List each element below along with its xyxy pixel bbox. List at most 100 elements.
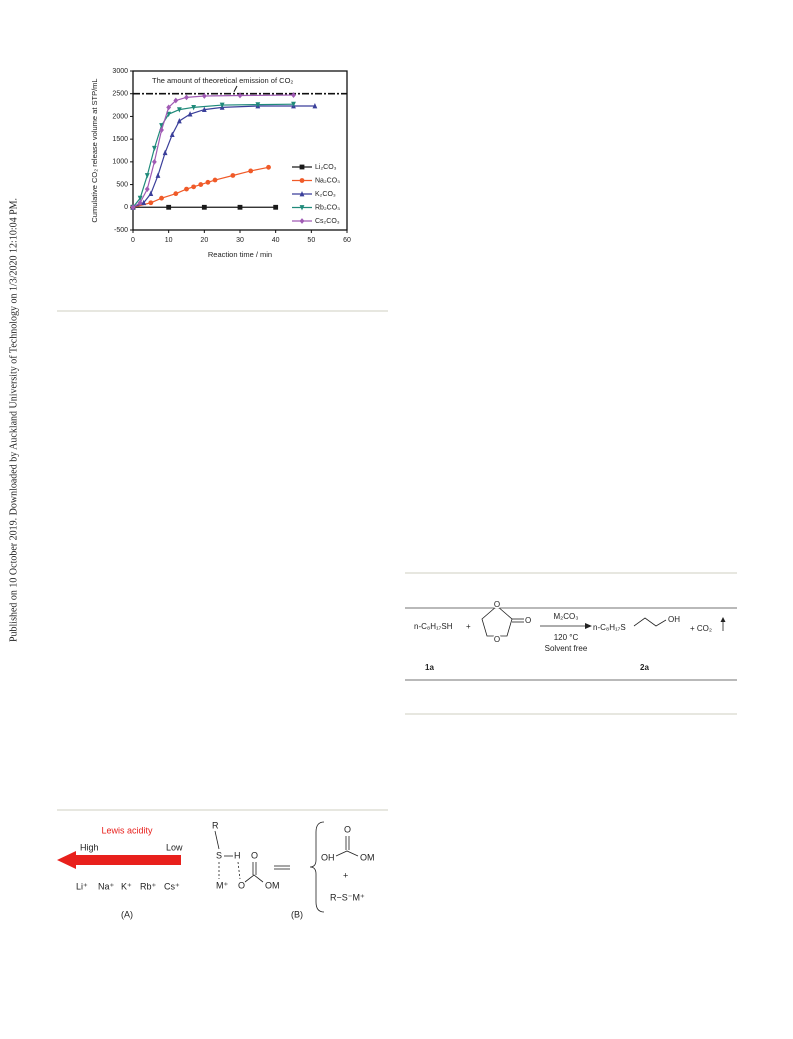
plus: +	[343, 870, 348, 880]
marker	[144, 186, 150, 193]
marker	[184, 94, 189, 101]
product-chain: n-C₈H₁₇S	[593, 623, 626, 632]
ion: Li⁺	[76, 881, 88, 891]
marker	[173, 97, 179, 104]
x-tick-label: 60	[343, 237, 351, 244]
legend-label: K₂CO₃	[315, 191, 336, 198]
compound-label: 2a	[640, 663, 649, 672]
marker	[198, 182, 204, 187]
figure: Lewis acidity High Low Li⁺ Na⁺ K⁺ Rb⁺ Cs…	[57, 820, 375, 919]
marker	[219, 102, 225, 109]
marker	[148, 190, 154, 197]
marker	[237, 204, 243, 210]
y-axis-label: Cumulative CO₂ release volume at STP/mL	[90, 78, 99, 222]
atom: O	[238, 880, 245, 890]
ion: Rb⁺	[140, 881, 157, 891]
reagent: M₂CO₃	[553, 612, 578, 621]
marker	[248, 168, 254, 174]
side-note: Published on 10 October 2019. Downloaded…	[8, 198, 19, 642]
bond	[335, 850, 359, 857]
marker	[176, 117, 182, 124]
atom: OM	[360, 852, 375, 862]
plus: +	[466, 622, 471, 631]
atom: M⁺	[216, 880, 228, 890]
ring-o: O	[494, 600, 500, 609]
brace	[309, 821, 325, 913]
y-tick-label: 2000	[112, 113, 128, 120]
ring-o: O	[494, 635, 500, 644]
ring	[481, 605, 513, 637]
y-tick-label: 0	[124, 204, 128, 211]
atom: O	[344, 824, 351, 834]
marker	[130, 204, 136, 211]
solvent: Solvent free	[545, 644, 588, 653]
marker	[141, 199, 147, 206]
arrow-head	[585, 623, 592, 629]
legend-label: Na₂CO₃	[315, 177, 340, 184]
marker	[184, 186, 189, 192]
y-tick-label: 1500	[112, 136, 128, 143]
x-tick-label: 40	[272, 237, 280, 244]
marker	[144, 173, 150, 179]
product-oh: OH	[668, 615, 680, 624]
reactant: n-C₈H₁₇SH	[414, 622, 453, 631]
marker	[212, 177, 218, 183]
marker	[299, 178, 305, 183]
marker	[230, 173, 236, 178]
marker	[299, 191, 305, 197]
atom: O	[251, 850, 258, 860]
low-label: Low	[166, 842, 183, 852]
atom: H	[234, 850, 241, 860]
atom: R	[212, 820, 219, 830]
series-line	[132, 103, 294, 208]
marker	[166, 204, 172, 210]
marker	[201, 106, 207, 113]
temperature: 120 °C	[554, 633, 579, 642]
y-tick-label: 1000	[112, 159, 128, 166]
ion: K⁺	[121, 881, 132, 891]
acidity-arrow	[57, 851, 181, 869]
coproduct: + CO₂	[690, 624, 712, 633]
x-tick-label: 20	[200, 237, 208, 244]
x-axis-label: Reaction time / min	[208, 250, 272, 259]
series-line	[132, 94, 294, 208]
marker	[152, 145, 157, 152]
lewis-label: Lewis acidity	[101, 825, 153, 835]
marker	[255, 102, 261, 108]
x-tick-label: 30	[236, 237, 244, 244]
thiolate: R−S⁻M⁺	[330, 892, 365, 902]
marker	[152, 158, 157, 165]
bond	[237, 861, 241, 880]
scheme: n-C₈H₁₇SH + O O O M₂CO₃ 120 °C Solvent f…	[414, 599, 726, 672]
ion: Cs⁺	[164, 881, 180, 891]
gas-arrow-head	[720, 617, 726, 622]
bond	[244, 874, 264, 883]
marker	[201, 204, 207, 210]
compound-label: 1a	[425, 663, 434, 672]
x-tick-label: 10	[165, 237, 173, 244]
panel-label: (A)	[121, 909, 133, 919]
marker	[291, 101, 296, 108]
marker	[299, 205, 305, 211]
marker	[291, 92, 296, 98]
y-tick-label: 500	[116, 181, 128, 188]
carbonyl-o: O	[525, 616, 531, 625]
chain	[633, 617, 667, 627]
atom: OM	[265, 880, 280, 890]
bond	[214, 830, 220, 850]
marker	[187, 111, 193, 117]
marker	[299, 164, 305, 170]
annotation-arrow	[233, 85, 238, 92]
marker	[162, 149, 168, 156]
high-label: High	[80, 842, 99, 852]
marker	[173, 191, 179, 197]
marker	[191, 104, 197, 111]
marker	[169, 131, 175, 137]
atom: OH	[321, 852, 335, 862]
legend-label: Rb₂CO₃	[315, 204, 340, 211]
marker	[166, 104, 172, 111]
marker	[266, 164, 271, 170]
y-tick-label: 3000	[112, 68, 128, 75]
marker	[237, 92, 243, 99]
